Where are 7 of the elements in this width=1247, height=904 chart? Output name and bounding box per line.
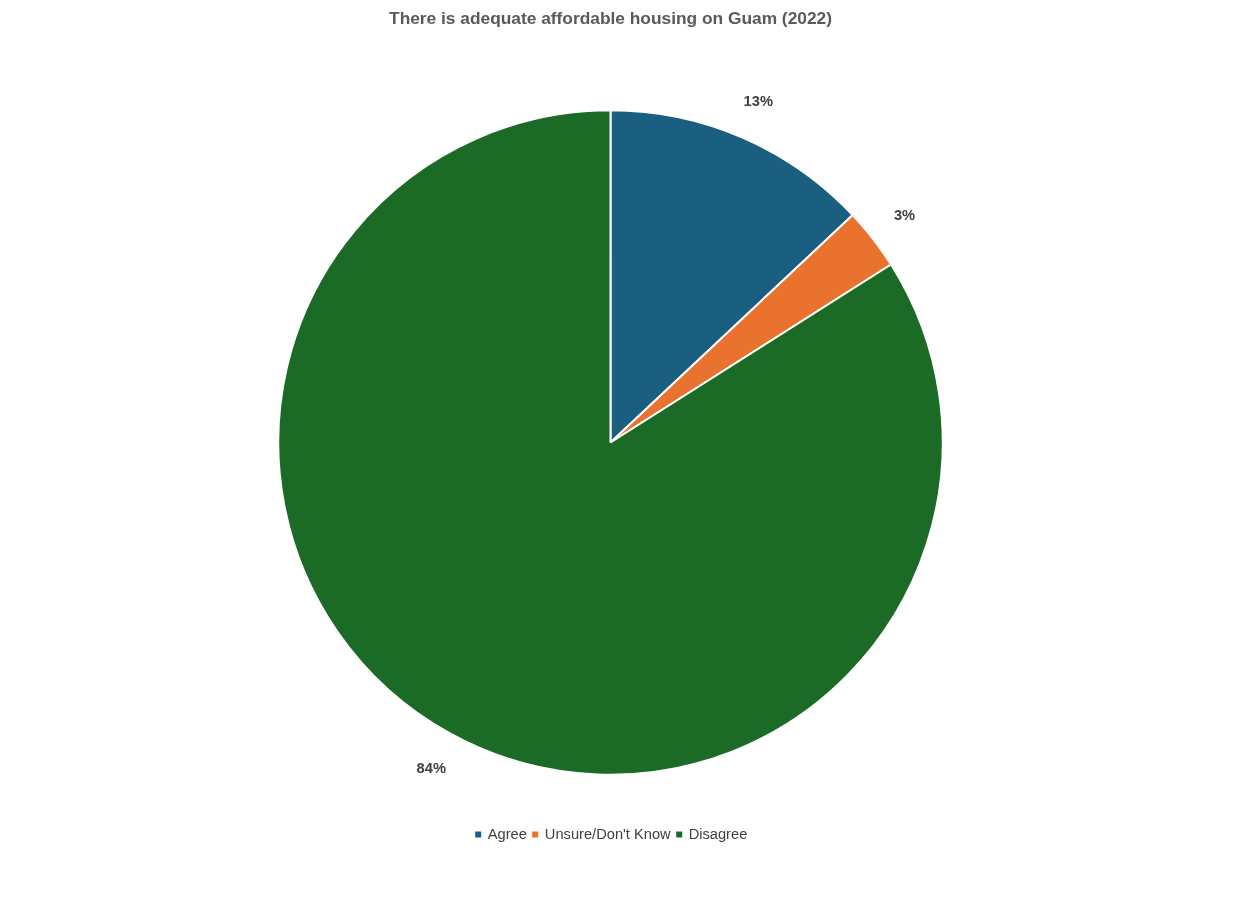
legend-label: Agree — [487, 826, 527, 842]
data-label: 13% — [743, 93, 773, 110]
legend-label: Disagree — [688, 826, 748, 842]
data-label: 3% — [893, 206, 916, 223]
legend-label: Unsure/Don't Know — [544, 826, 671, 842]
data-label: 84% — [416, 760, 446, 777]
chart-title: There is adequate affordable housing on Guam (2022) — [389, 7, 832, 28]
